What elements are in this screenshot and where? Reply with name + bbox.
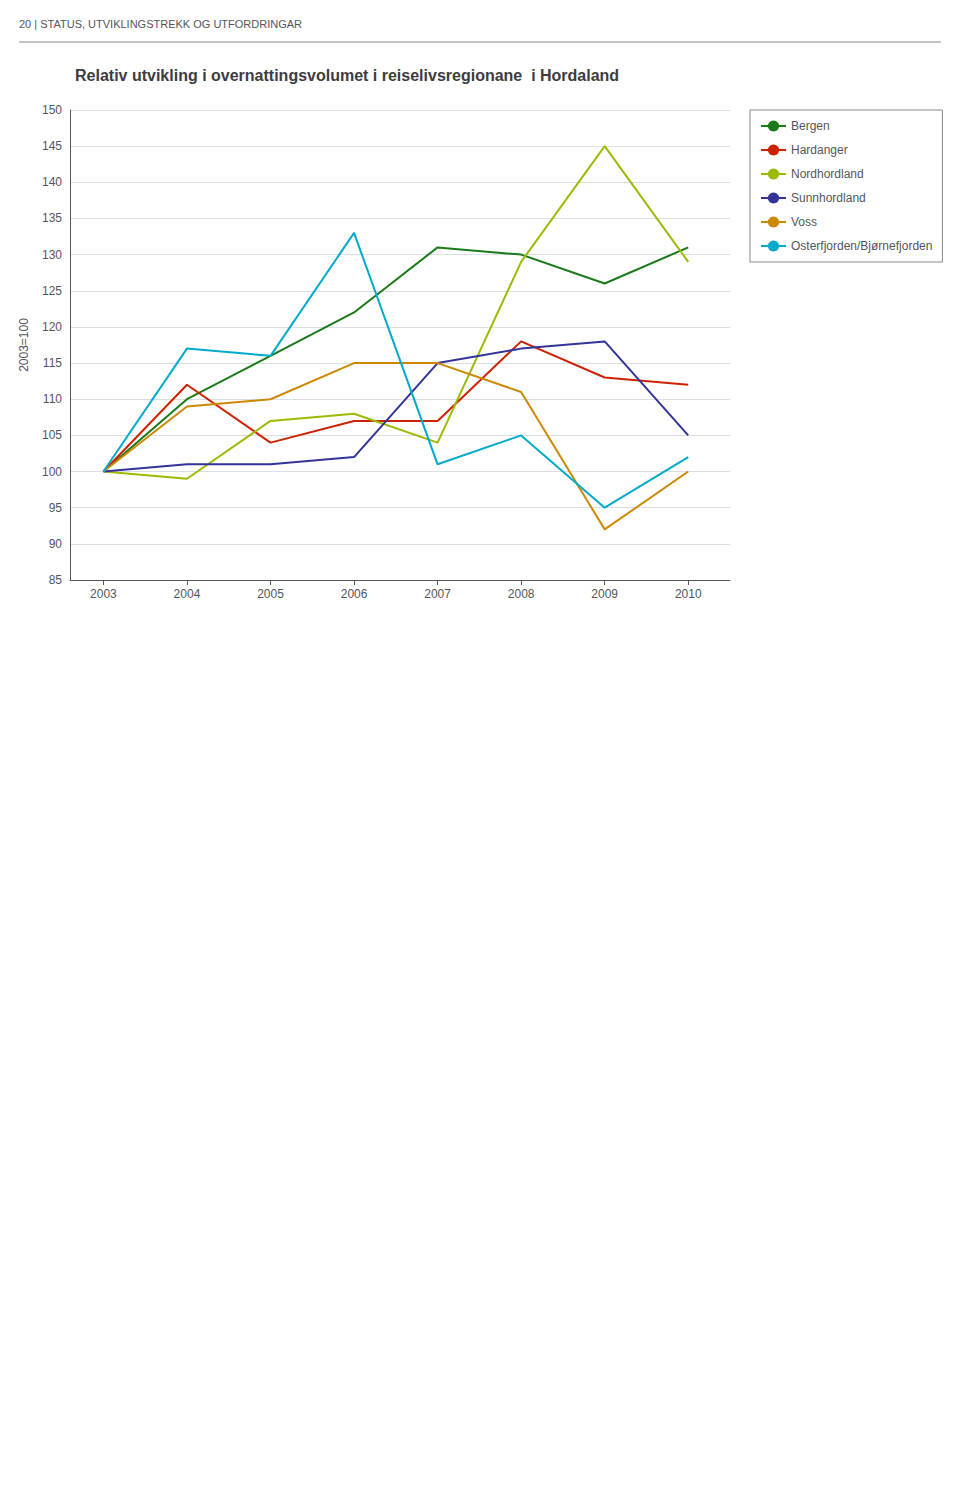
svg-text:110: 110	[43, 392, 62, 406]
svg-text:145: 145	[42, 139, 62, 153]
svg-text:125: 125	[42, 284, 62, 298]
svg-text:95: 95	[49, 501, 63, 515]
svg-text:150: 150	[42, 103, 62, 117]
svg-text:2003=100: 2003=100	[17, 318, 31, 372]
svg-text:2010: 2010	[675, 587, 702, 601]
svg-text:Osterfjorden/Bjørnefjorden: Osterfjorden/Bjørnefjorden	[791, 239, 932, 253]
svg-text:Relativ utvikling i overnattin: Relativ utvikling i overnattingsvolumet …	[75, 67, 619, 84]
svg-text:2009: 2009	[591, 587, 618, 601]
svg-text:20 | STATUS, UTVIKLINGSTREKK O: 20 | STATUS, UTVIKLINGSTREKK OG UTFORDRI…	[19, 18, 302, 30]
svg-text:2005: 2005	[257, 587, 284, 601]
svg-text:135: 135	[42, 211, 62, 225]
svg-text:2008: 2008	[508, 587, 535, 601]
svg-text:140: 140	[42, 175, 62, 189]
svg-text:130: 130	[42, 248, 62, 262]
svg-text:120: 120	[42, 320, 62, 334]
svg-text:Hardanger: Hardanger	[791, 143, 848, 157]
svg-text:85: 85	[49, 573, 63, 587]
svg-text:Bergen: Bergen	[791, 119, 830, 133]
svg-text:115: 115	[43, 356, 62, 370]
svg-text:105: 105	[42, 428, 62, 442]
svg-text:2003: 2003	[90, 587, 117, 601]
svg-text:Voss: Voss	[791, 215, 817, 229]
svg-text:Sunnhordland: Sunnhordland	[791, 191, 866, 205]
svg-text:2007: 2007	[424, 587, 451, 601]
svg-text:100: 100	[42, 465, 62, 479]
svg-text:2006: 2006	[341, 587, 368, 601]
svg-text:90: 90	[49, 537, 63, 551]
svg-text:2004: 2004	[174, 587, 201, 601]
svg-text:Nordhordland: Nordhordland	[791, 167, 864, 181]
